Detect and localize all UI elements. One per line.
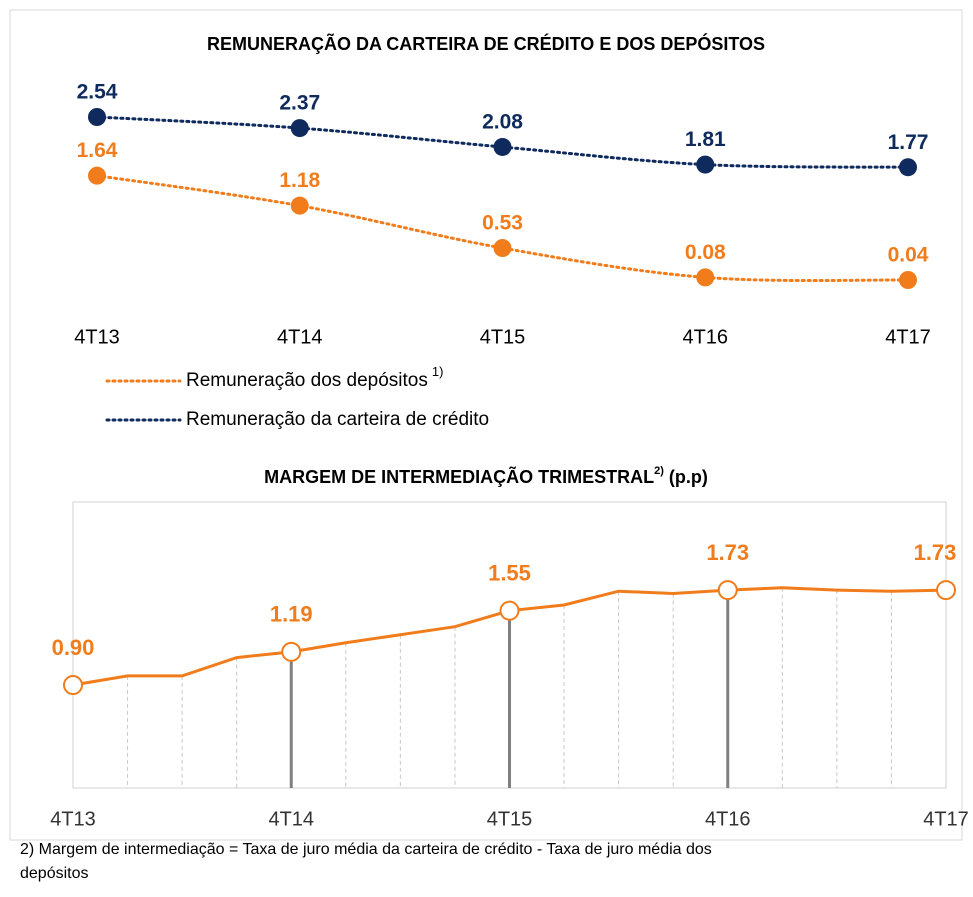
chart-title: REMUNERAÇÃO DA CARTEIRA DE CRÉDITO E DOS…	[207, 33, 765, 54]
x-tick-label: 4T17	[885, 326, 931, 348]
x-tick-label: 4T15	[480, 326, 526, 348]
data-label: 1.64	[77, 139, 118, 162]
legend-entry: Remuneração da carteira de crédito	[186, 409, 489, 430]
x-tick-label: 4T17	[923, 808, 969, 830]
x-tick-label: 4T14	[268, 808, 314, 830]
point	[499, 600, 520, 621]
data-label: 0.08	[685, 241, 726, 264]
data-label: 1.81	[685, 128, 726, 151]
point	[493, 137, 512, 156]
data-label: 2.54	[77, 81, 118, 104]
point	[936, 580, 956, 601]
point	[290, 196, 309, 215]
point	[696, 155, 715, 174]
x-tick-label: 4T16	[682, 326, 728, 348]
x-tick-label: 4T14	[277, 326, 323, 348]
legend-label: Remuneração dos depósitos	[186, 370, 428, 391]
point	[696, 268, 715, 287]
title-note: 2)	[654, 465, 664, 477]
point	[290, 119, 309, 138]
x-tick-label: 4T15	[487, 808, 533, 830]
data-label: 0.90	[52, 635, 95, 660]
point	[899, 271, 917, 289]
point	[63, 675, 83, 696]
footnote: depósitos	[20, 865, 89, 882]
data-label: 1.19	[270, 602, 313, 627]
chart-title: MARGEM DE INTERMEDIAÇÃO TRIMESTRAL2) (p.p…	[264, 465, 708, 487]
title-text: MARGEM DE INTERMEDIAÇÃO TRIMESTRAL	[264, 466, 654, 487]
series-line	[95, 174, 910, 283]
data-label: 0.04	[888, 244, 929, 267]
footnote: 2) Margem de intermediação = Taxa de jur…	[20, 841, 712, 858]
legend-entry: Remuneração dos depósitos 1)	[186, 364, 443, 391]
legend-note: 1)	[432, 364, 444, 379]
point	[88, 108, 106, 126]
data-label: 0.53	[482, 212, 523, 235]
x-tick-label: 4T13	[50, 808, 96, 830]
point	[88, 166, 106, 185]
data-label: 1.18	[279, 169, 320, 192]
point	[493, 239, 512, 258]
title-unit: (p.p)	[669, 467, 708, 487]
point	[281, 641, 302, 662]
data-label: 2.37	[279, 92, 320, 115]
x-tick-label: 4T16	[705, 808, 751, 830]
legend-label: Remuneração da carteira de crédito	[186, 409, 489, 430]
point	[717, 580, 738, 601]
x-tick-label: 4T13	[74, 326, 120, 348]
data-label: 1.73	[706, 540, 749, 565]
data-label: 1.73	[914, 540, 957, 565]
frame	[9, 9, 963, 841]
data-label: 1.55	[488, 560, 531, 585]
data-label: 2.08	[482, 111, 523, 134]
point	[899, 158, 917, 177]
data-label: 1.77	[888, 131, 929, 154]
